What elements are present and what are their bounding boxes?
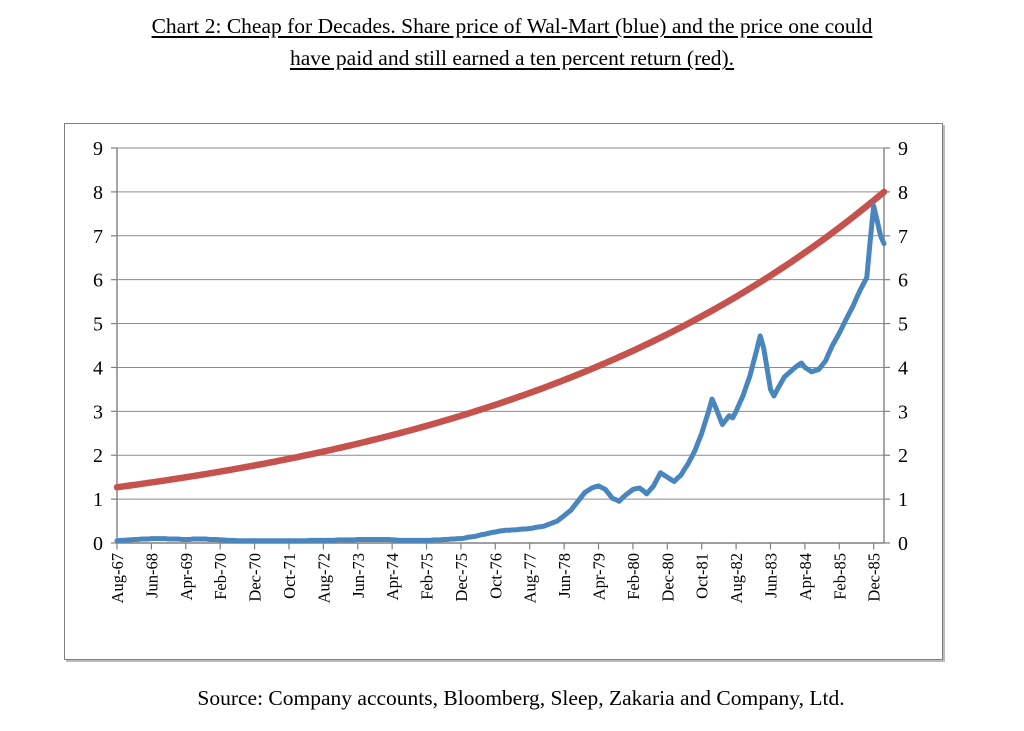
y-tick-label-right: 3 xyxy=(898,401,908,423)
y-tick-label-left: 6 xyxy=(93,270,103,292)
y-tick-label-left: 3 xyxy=(93,401,103,423)
x-tick-label: Aug-72 xyxy=(314,553,333,603)
x-tick-label: Jun-83 xyxy=(761,553,780,598)
x-tick-label: Jun-73 xyxy=(349,553,368,598)
x-tick-label: Feb-85 xyxy=(830,553,849,600)
x-tick-label: Dec-75 xyxy=(452,553,471,602)
x-tick-label: Jun-78 xyxy=(555,553,574,598)
walmart-share-price-line xyxy=(114,203,887,544)
x-tick-label: Apr-69 xyxy=(177,553,196,600)
y-tick-label-right: 1 xyxy=(898,489,908,511)
x-tick-label: Feb-70 xyxy=(211,553,230,600)
y-tick-label-right: 8 xyxy=(898,182,908,204)
source-caption: Source: Company accounts, Bloomberg, Sle… xyxy=(197,686,845,710)
x-tick-label: Feb-80 xyxy=(624,553,643,600)
y-tick-label-right: 0 xyxy=(898,533,908,555)
x-tick-label: Aug-82 xyxy=(727,553,746,603)
y-tick-label-left: 5 xyxy=(93,314,103,336)
x-tick-label: Apr-84 xyxy=(796,553,815,600)
y-tick-label-left: 8 xyxy=(93,182,103,204)
chart-title: Chart 2: Cheap for Decades. Share price … xyxy=(32,10,992,75)
y-tick-label-left: 1 xyxy=(93,489,103,511)
y-tick-label-left: 0 xyxy=(93,533,103,555)
y-tick-label-right: 6 xyxy=(898,270,908,292)
chart-figure: 0 0 1 1 2 2 3 3 4 4 5 5 6 6 7 7 8 8 9 9 Aug-67 Jun-68 Apr-69 Fe… xyxy=(64,123,943,660)
x-tick-label: Apr-74 xyxy=(383,553,402,600)
x-tick-label: Jun-68 xyxy=(142,553,161,598)
x-tick-label: Dec-85 xyxy=(865,553,884,602)
y-tick-label-left: 4 xyxy=(93,357,103,379)
x-tick-label: Oct-81 xyxy=(693,553,712,599)
x-tick-label: Dec-70 xyxy=(246,553,265,602)
y-tick-label-right: 4 xyxy=(898,357,908,379)
x-tick-label: Dec-80 xyxy=(658,553,677,602)
y-tick-label-left: 2 xyxy=(93,445,103,467)
y-tick-label-left: 9 xyxy=(93,138,103,160)
chart-title-line-2: have paid and still earned a ten percent… xyxy=(289,46,735,71)
x-tick-label: Aug-67 xyxy=(108,553,127,603)
y-tick-label-right: 9 xyxy=(898,138,908,160)
x-tick-label: Oct-76 xyxy=(486,553,505,599)
y-tick-label-left: 7 xyxy=(93,226,103,248)
x-tick-label: Aug-77 xyxy=(521,553,540,603)
y-tick-label-right: 5 xyxy=(898,314,908,336)
y-tick-label-right: 7 xyxy=(898,226,908,248)
y-tick-label-right: 2 xyxy=(898,445,908,467)
chart-title-line-1: Chart 2: Cheap for Decades. Share price … xyxy=(151,14,873,38)
x-tick-label: Oct-71 xyxy=(280,553,299,599)
chart-svg: 0 0 1 1 2 2 3 3 4 4 5 5 6 6 7 7 8 8 9 9 Aug-67 Jun-68 Apr-69 Fe… xyxy=(93,138,908,603)
ten-percent-return-line xyxy=(113,188,888,491)
x-tick-label: Feb-75 xyxy=(418,553,437,600)
x-tick-label: Apr-79 xyxy=(590,553,609,600)
